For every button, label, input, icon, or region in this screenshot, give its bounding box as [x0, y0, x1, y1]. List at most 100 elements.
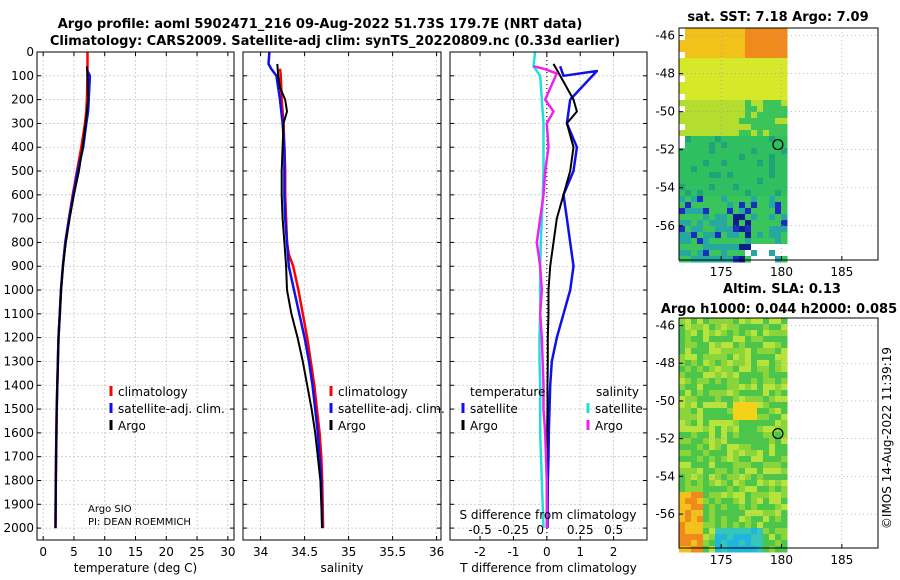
map-cell [715, 166, 722, 173]
map-cell [697, 384, 704, 391]
map-cell [745, 390, 752, 397]
map-cell [691, 238, 698, 245]
map-cell [697, 420, 704, 427]
map-cell [739, 124, 746, 131]
x-axis-label: T difference from climatology [459, 561, 637, 575]
map-cell [691, 76, 698, 83]
map-cell [721, 202, 728, 209]
map-cell [763, 190, 770, 197]
map-cell [769, 504, 776, 511]
map-cell [757, 154, 764, 161]
map-cell [745, 318, 752, 325]
map-cell [763, 510, 770, 517]
map-cell [739, 202, 746, 209]
map-cell [733, 208, 740, 215]
map-cell [763, 402, 770, 409]
map-cell [781, 166, 788, 173]
map-cell [763, 112, 770, 119]
map-cell [721, 40, 728, 47]
map-cell [679, 444, 686, 451]
map-cell [721, 378, 728, 385]
map-cell [727, 432, 734, 439]
map-cell [727, 450, 734, 457]
map-cell [733, 546, 740, 553]
map-cell [751, 124, 758, 131]
map-cell [781, 474, 788, 481]
map-cell [709, 52, 716, 59]
map-cell [715, 318, 722, 325]
map-cell [739, 82, 746, 89]
map-cell [745, 420, 752, 427]
map-cell [733, 244, 740, 251]
map-cell [775, 256, 782, 263]
map-cell [739, 384, 746, 391]
map-cell [751, 196, 758, 203]
map-cell [745, 456, 752, 463]
map-cell [739, 396, 746, 403]
map-cell [745, 190, 752, 197]
map-x-tick-label: 180 [770, 265, 793, 279]
map-cell [679, 130, 686, 137]
map-cell [769, 366, 776, 373]
map-cell [715, 504, 722, 511]
legend-temperature-title: temperature [470, 385, 545, 399]
map-cell [685, 522, 692, 529]
y-tick-label: 2000 [3, 521, 34, 535]
map-cell [739, 336, 746, 343]
map-cell [685, 486, 692, 493]
map-cell [751, 202, 758, 209]
map-y-tick-label: -46 [655, 29, 675, 43]
map-cell [709, 154, 716, 161]
map-cell [685, 372, 692, 379]
map-cell [739, 70, 746, 77]
map-cell [757, 510, 764, 517]
map-cell [685, 354, 692, 361]
map-cell [739, 118, 746, 125]
map-cell [745, 432, 752, 439]
map-y-tick-label: -52 [655, 432, 675, 446]
map-cell [715, 256, 722, 263]
map-cell [745, 136, 752, 143]
map-cell [721, 94, 728, 101]
map-cell [685, 46, 692, 53]
legend-satellite: satellite-adj. clim. [118, 402, 225, 416]
map-cell [775, 546, 782, 553]
map-cell [757, 208, 764, 215]
map-cell [733, 486, 740, 493]
map-cell [757, 546, 764, 553]
map-cell [709, 202, 716, 209]
map-cell [745, 336, 752, 343]
map-cell [679, 510, 686, 517]
map-cell [733, 76, 740, 83]
map-cell [697, 178, 704, 185]
map-cell [691, 34, 698, 41]
map-cell [709, 220, 716, 227]
series-line-t-satellite [546, 65, 599, 529]
map-cell [769, 420, 776, 427]
map-cell [757, 220, 764, 227]
map-cell [727, 480, 734, 487]
map-cell [721, 256, 728, 263]
map-cell [745, 378, 752, 385]
map-cell [775, 40, 782, 47]
map-cell [691, 250, 698, 257]
map-cell [763, 202, 770, 209]
map-cell [727, 420, 734, 427]
legend-climatology: climatology [118, 385, 188, 399]
map-cell [697, 522, 704, 529]
map-cell [703, 546, 710, 553]
map-cell [763, 522, 770, 529]
map-cell [757, 480, 764, 487]
map-cell [721, 342, 728, 349]
argo-position-marker [772, 427, 784, 440]
map-cell [781, 70, 788, 77]
map-cell [727, 504, 734, 511]
map-cell [739, 238, 746, 245]
map-cell [709, 184, 716, 191]
map-cell [769, 528, 776, 535]
map-cell [739, 342, 746, 349]
map-cell [745, 492, 752, 499]
map-cell [721, 178, 728, 185]
map-cell [709, 28, 716, 35]
map-cell [721, 214, 728, 221]
